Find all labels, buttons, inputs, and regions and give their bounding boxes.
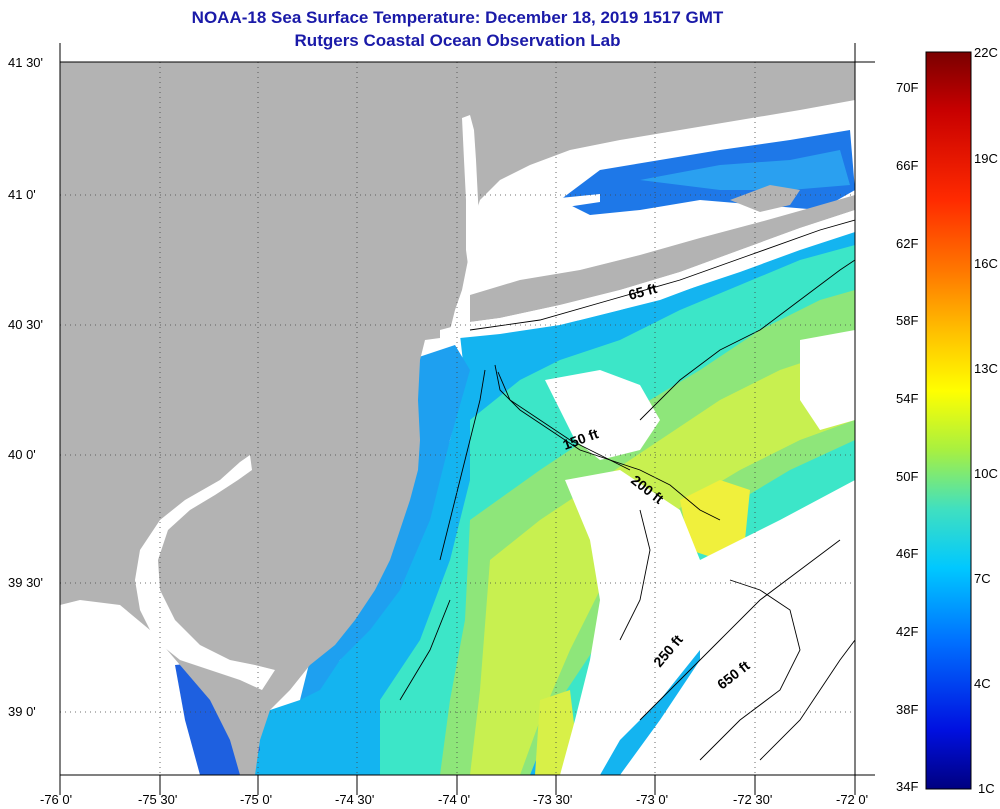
depth-label: 65 ft bbox=[627, 280, 659, 303]
color-scale-bar bbox=[925, 51, 972, 790]
cloud-cover bbox=[545, 330, 855, 775]
colorbar-c-label: 22C bbox=[974, 45, 998, 60]
colorbar-f-label: 70F bbox=[896, 80, 919, 95]
lon-label: -76 0' bbox=[40, 792, 73, 807]
colorbar-c-label: 10C bbox=[974, 466, 998, 481]
no-data-coast bbox=[62, 115, 855, 690]
depth-contours bbox=[399, 219, 855, 761]
colorbar-f-label: 54F bbox=[896, 391, 919, 406]
lon-label: -72 0' bbox=[836, 792, 869, 807]
map-subtitle: Rutgers Coastal Ocean Observation Lab bbox=[294, 31, 621, 50]
frame-ticks bbox=[59, 43, 875, 795]
lon-label: -73 0' bbox=[636, 792, 669, 807]
colorbar-f-label: 62F bbox=[896, 236, 919, 251]
colorbar-f-label: 34F bbox=[896, 779, 919, 794]
colorbar-c-label: 4C bbox=[974, 676, 991, 691]
colorbar-c-label: 16C bbox=[974, 256, 998, 271]
colorbar-f-label: 58F bbox=[896, 313, 919, 328]
lon-label: -72 30' bbox=[733, 792, 773, 807]
lat-label: 41 0' bbox=[8, 187, 36, 202]
colorbar-f-label: 50F bbox=[896, 469, 919, 484]
lon-label: -74 30' bbox=[335, 792, 375, 807]
colorbar-f-label: 66F bbox=[896, 158, 919, 173]
lon-label: -75 0' bbox=[240, 792, 273, 807]
colorbar-c-label: 1C bbox=[978, 781, 995, 796]
map-title: NOAA-18 Sea Surface Temperature: Decembe… bbox=[191, 8, 724, 27]
lat-label: 39 30' bbox=[8, 575, 44, 590]
colorbar-c-label: 19C bbox=[974, 151, 998, 166]
lat-label: 39 0' bbox=[8, 704, 36, 719]
lat-label: 41 30' bbox=[8, 55, 44, 70]
lat-label: 40 0' bbox=[8, 447, 36, 462]
lon-label: -75 30' bbox=[138, 792, 178, 807]
colorbar-c-label: 7C bbox=[974, 571, 991, 586]
colorbar-f-label: 38F bbox=[896, 702, 919, 717]
lon-label: -73 30' bbox=[533, 792, 573, 807]
lon-label: -74 0' bbox=[438, 792, 471, 807]
land bbox=[60, 62, 855, 775]
colorbar-f-label: 46F bbox=[896, 546, 919, 561]
lat-label: 40 30' bbox=[8, 317, 44, 332]
colorbar-f-label: 42F bbox=[896, 624, 919, 639]
colorbar-c-label: 13C bbox=[974, 361, 998, 376]
